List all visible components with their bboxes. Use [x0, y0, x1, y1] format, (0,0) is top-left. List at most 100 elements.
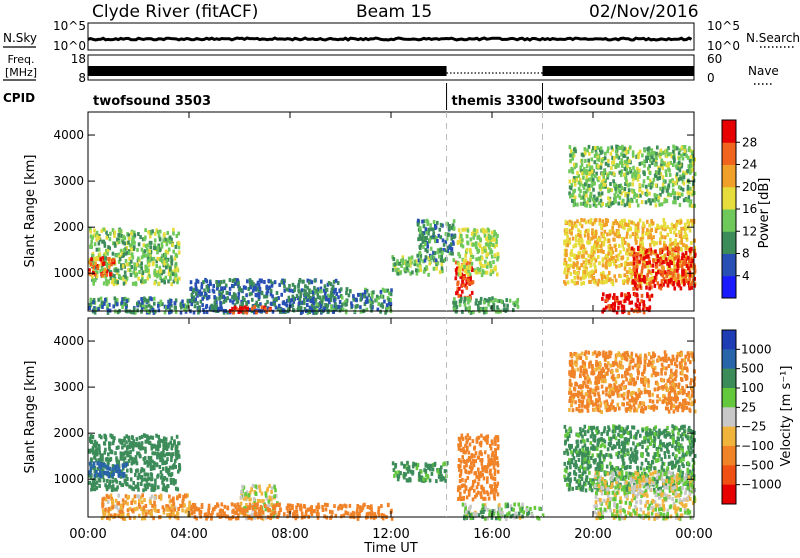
heatmap-cell [569, 145, 572, 149]
heatmap-cell [433, 267, 436, 271]
heatmap-cell [103, 270, 106, 274]
heatmap-cell [316, 302, 319, 306]
heatmap-cell [310, 299, 313, 303]
heatmap-cell [686, 169, 689, 173]
heatmap-cell [690, 241, 693, 245]
heatmap-cell [135, 267, 138, 271]
heatmap-cell [492, 260, 495, 264]
heatmap-cell [454, 302, 457, 306]
heatmap-cell [417, 219, 420, 223]
heatmap-cell [94, 242, 97, 246]
heatmap-cell [578, 238, 581, 242]
heatmap-cell [401, 258, 404, 262]
heatmap-cell [341, 504, 344, 508]
heatmap-cell [587, 159, 590, 163]
heatmap-cell [136, 308, 139, 312]
heatmap-cell [296, 510, 299, 514]
heatmap-cell [653, 241, 656, 245]
heatmap-cell [665, 169, 668, 173]
heatmap-cell [677, 259, 680, 263]
heatmap-cell [601, 191, 604, 195]
heatmap-cell [572, 170, 575, 174]
heatmap-cell [135, 281, 138, 285]
heatmap-cell [617, 194, 620, 198]
heatmap-cell [458, 240, 461, 244]
heatmap-cell [615, 149, 618, 153]
heatmap-cell [98, 434, 101, 438]
heatmap-cell [422, 240, 425, 244]
heatmap-cell [167, 452, 170, 456]
heatmap-cell [132, 271, 135, 275]
heatmap-cell [153, 444, 156, 448]
heatmap-cell [365, 516, 368, 520]
heatmap-cell [584, 159, 587, 163]
heatmap-cell [604, 183, 607, 187]
heatmap-cell [570, 186, 573, 190]
heatmap-cell [430, 464, 433, 468]
heatmap-cell [497, 252, 500, 256]
heatmap-cell [581, 159, 584, 163]
heatmap-cell [486, 265, 489, 269]
heatmap-cell [591, 174, 594, 178]
heatmap-cell [118, 501, 121, 505]
heatmap-cell [677, 247, 680, 251]
heatmap-cell [467, 241, 470, 245]
heatmap-cell [594, 154, 597, 158]
heatmap-cell [569, 258, 572, 262]
heatmap-cell [161, 245, 164, 249]
heatmap-cell [117, 494, 120, 498]
heatmap-cell [392, 461, 395, 465]
heatmap-cell [91, 435, 94, 439]
heatmap-cell [453, 226, 456, 230]
heatmap-cell [585, 175, 588, 179]
nsky-tick-max: 10^5 [53, 19, 86, 33]
heatmap-cell [349, 289, 352, 293]
heatmap-cell [125, 259, 128, 263]
heatmap-cell [689, 271, 692, 275]
heatmap-cell [599, 238, 602, 242]
heatmap-cell [174, 301, 177, 305]
heatmap-cell [407, 468, 410, 472]
heatmap-cell [455, 272, 458, 276]
heatmap-cell [419, 251, 422, 255]
heatmap-cell [106, 479, 109, 483]
heatmap-cell [137, 257, 140, 261]
heatmap-cell [571, 279, 574, 283]
heatmap-cell [609, 277, 612, 281]
heatmap-cell [106, 282, 109, 286]
heatmap-cell [131, 435, 134, 439]
heatmap-cell [157, 246, 160, 250]
heatmap-cell [341, 296, 344, 300]
heatmap-cell [661, 166, 664, 170]
heatmap-cell [425, 462, 428, 466]
heatmap-cell [667, 152, 670, 156]
heatmap-cell [270, 289, 273, 293]
heatmap-cell [470, 281, 473, 285]
heatmap-cell [624, 223, 627, 227]
heatmap-cell [672, 150, 675, 154]
heatmap-cell [249, 281, 252, 285]
heatmap-cell [466, 248, 469, 252]
heatmap-cell [124, 463, 127, 467]
heatmap-cell [272, 310, 275, 314]
heatmap-cell [464, 254, 467, 258]
heatmap-cell [140, 482, 143, 486]
heatmap-cell [268, 503, 271, 507]
heatmap-cell [460, 234, 463, 238]
heatmap-cell [585, 258, 588, 262]
heatmap-cell [213, 290, 216, 294]
heatmap-cell [98, 445, 101, 449]
heatmap-cell [604, 275, 607, 279]
heatmap-cell [97, 266, 100, 270]
heatmap-cell [174, 306, 177, 310]
heatmap-cell [94, 262, 97, 266]
heatmap-cell [621, 244, 624, 248]
heatmap-cell [177, 470, 180, 474]
heatmap-cell [348, 293, 351, 297]
heatmap-cell [194, 282, 197, 286]
heatmap-cell [147, 440, 150, 444]
heatmap-cell [467, 273, 470, 277]
heatmap-cell [334, 302, 337, 306]
heatmap-cell [154, 246, 157, 250]
heatmap-cell [212, 284, 215, 288]
